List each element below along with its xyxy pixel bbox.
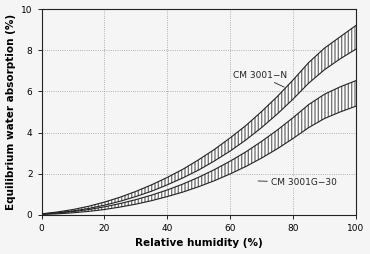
Text: CM 3001G−30: CM 3001G−30 — [258, 178, 337, 187]
Text: CM 3001−N: CM 3001−N — [233, 71, 287, 87]
Y-axis label: Equilibrium water absorption (%): Equilibrium water absorption (%) — [6, 14, 16, 210]
X-axis label: Relative humidity (%): Relative humidity (%) — [135, 239, 263, 248]
